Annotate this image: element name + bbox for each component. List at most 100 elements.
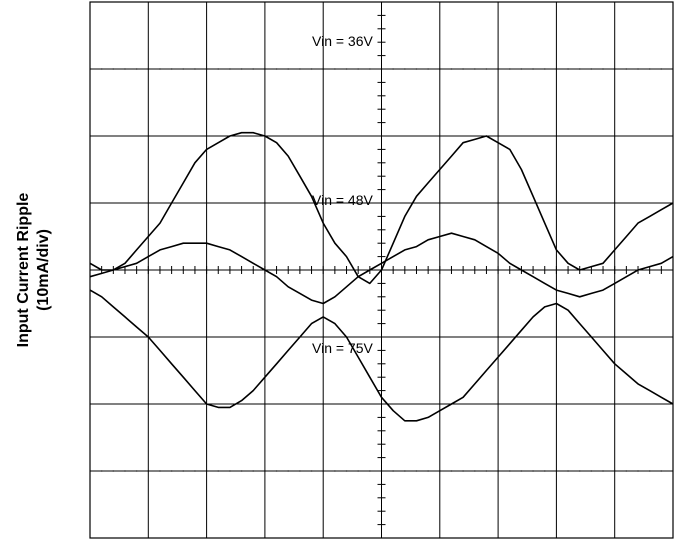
reference-dot xyxy=(252,68,254,70)
reference-dot xyxy=(147,470,149,472)
y-axis-label: Input Current Ripple (10mA/div) xyxy=(15,193,52,348)
reference-dot xyxy=(497,470,499,472)
reference-dot xyxy=(147,68,149,70)
reference-dot xyxy=(322,470,324,472)
reference-dot xyxy=(369,68,371,70)
y-axis-label-line-1: Input Current Ripple xyxy=(15,193,32,348)
reference-dot xyxy=(497,68,499,70)
reference-dot xyxy=(544,68,546,70)
reference-dot xyxy=(322,68,324,70)
reference-dot xyxy=(427,68,429,70)
trace-label-36v: Vin = 36V xyxy=(312,33,374,49)
reference-dot xyxy=(614,68,616,70)
reference-dot xyxy=(229,68,231,70)
reference-dot xyxy=(217,68,219,70)
reference-dot xyxy=(614,470,616,472)
reference-dot xyxy=(357,68,359,70)
traces xyxy=(89,131,674,422)
reference-dot xyxy=(252,470,254,472)
trace-1 xyxy=(89,131,674,285)
reference-dot xyxy=(439,470,441,472)
reference-dot xyxy=(415,470,418,472)
reference-dot xyxy=(520,470,523,472)
reference-dot xyxy=(474,68,476,70)
reference-dot xyxy=(264,68,266,70)
reference-dot xyxy=(485,470,488,472)
trace-label-48v: Vin = 48V xyxy=(312,192,374,208)
reference-dot xyxy=(625,68,627,70)
reference-dot xyxy=(649,470,651,472)
reference-dot xyxy=(509,68,511,70)
reference-dot xyxy=(264,470,266,472)
reference-dot xyxy=(392,68,394,70)
reference-dot xyxy=(590,68,592,70)
reference-dot xyxy=(579,68,581,70)
reference-dots xyxy=(101,68,662,472)
reference-dot xyxy=(485,68,488,70)
reference-dot xyxy=(124,470,126,472)
reference-dot xyxy=(579,470,581,472)
reference-dot xyxy=(299,470,301,472)
reference-dot xyxy=(171,470,173,472)
reference-dot xyxy=(544,470,546,472)
reference-dot xyxy=(637,470,639,472)
reference-dot xyxy=(101,470,103,472)
y-axis-label-line-2: (10mA/div) xyxy=(35,229,52,311)
reference-dot xyxy=(462,68,464,70)
reference-dot xyxy=(567,470,569,472)
reference-dot xyxy=(404,68,406,70)
reference-dot xyxy=(345,68,348,70)
reference-dot xyxy=(240,68,243,70)
reference-dot xyxy=(124,68,126,70)
reference-dot xyxy=(532,470,534,472)
reference-dot xyxy=(310,68,313,70)
reference-dot xyxy=(380,68,383,70)
reference-dot xyxy=(415,68,418,70)
reference-dot xyxy=(602,470,604,472)
reference-dot xyxy=(602,68,604,70)
reference-dot xyxy=(649,68,651,70)
reference-dot xyxy=(334,68,336,70)
reference-dot xyxy=(625,470,627,472)
reference-dot xyxy=(101,68,103,70)
reference-dot xyxy=(450,68,453,70)
reference-dot xyxy=(357,470,359,472)
reference-dot xyxy=(275,68,278,70)
reference-dot xyxy=(275,470,278,472)
reference-dot xyxy=(229,470,231,472)
reference-dot xyxy=(182,68,184,70)
reference-dot xyxy=(660,470,662,472)
reference-dot xyxy=(206,470,208,472)
reference-dot xyxy=(171,68,173,70)
reference-dot xyxy=(462,470,464,472)
reference-dot xyxy=(474,470,476,472)
reference-dot xyxy=(206,68,208,70)
reference-dot xyxy=(660,68,662,70)
reference-dot xyxy=(136,470,138,472)
reference-dot xyxy=(439,68,441,70)
reference-dot xyxy=(392,470,394,472)
reference-dot xyxy=(509,470,511,472)
trace-3 xyxy=(89,289,674,422)
reference-dot xyxy=(112,68,114,70)
trace-labels: Vin = 36V Vin = 48V Vin = 75V xyxy=(312,33,374,356)
reference-dot xyxy=(427,470,429,472)
reference-dot xyxy=(520,68,523,70)
reference-dot xyxy=(532,68,534,70)
reference-dot xyxy=(240,470,243,472)
reference-dot xyxy=(450,470,453,472)
trace-2 xyxy=(89,232,674,305)
reference-dot xyxy=(567,68,569,70)
reference-dot xyxy=(345,470,348,472)
reference-dot xyxy=(159,68,161,70)
reference-dot xyxy=(112,470,114,472)
reference-dot xyxy=(404,470,406,472)
trace-label-75v: Vin = 75V xyxy=(312,340,374,356)
reference-dot xyxy=(217,470,219,472)
reference-dot xyxy=(310,470,313,472)
reference-dot xyxy=(555,68,557,70)
reference-dot xyxy=(136,68,138,70)
reference-dot xyxy=(380,470,383,472)
reference-dot xyxy=(637,68,639,70)
